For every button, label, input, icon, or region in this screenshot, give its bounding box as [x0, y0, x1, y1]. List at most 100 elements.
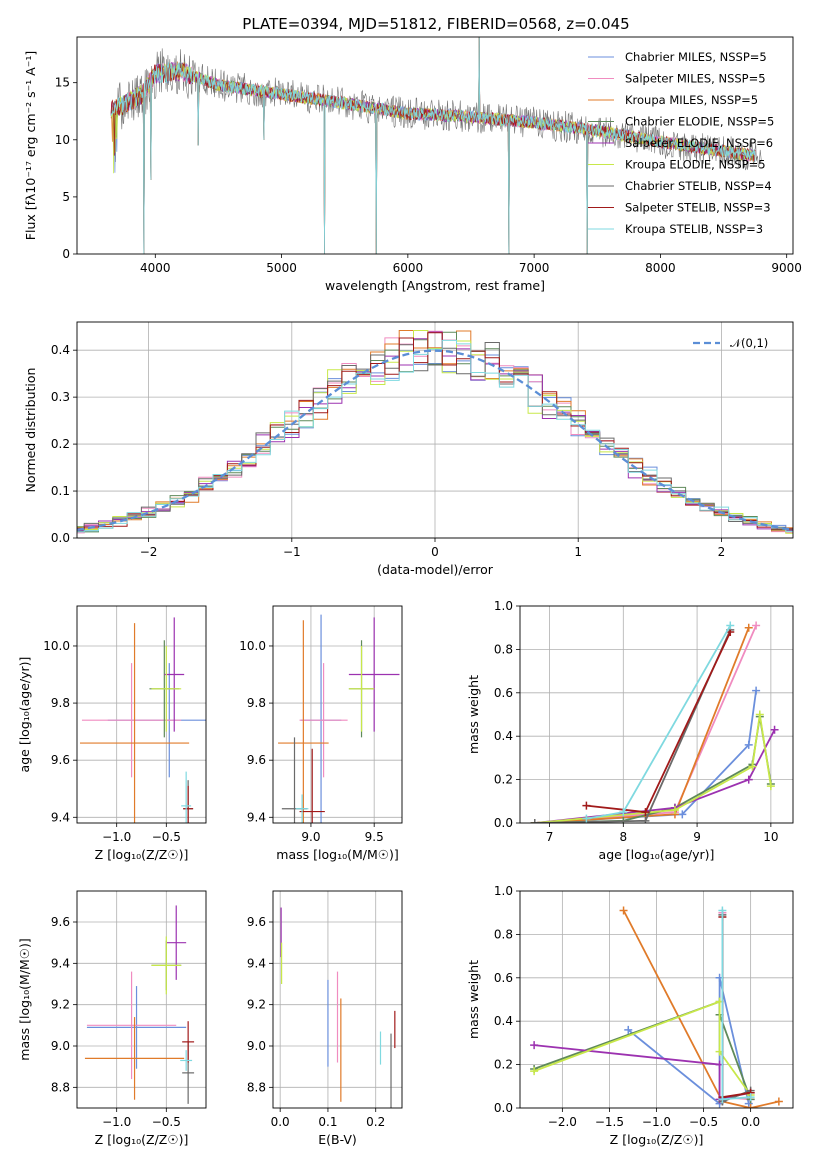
error-cross: [79, 623, 190, 823]
mass-weight-marker: [744, 740, 753, 749]
x-tick-label: 9000: [771, 261, 802, 275]
plot-area-mass_weight_vs_age: [530, 621, 779, 823]
x-tick-label: 1: [574, 545, 582, 559]
x-tick-label: −1.0: [102, 1115, 131, 1129]
plot-area-age_vs_Z: [79, 617, 206, 823]
mass-weight-marker: [746, 1093, 755, 1102]
y-tick-label: 10: [55, 133, 70, 147]
y-tick-label: 10.0: [43, 639, 70, 653]
legend-entry: Kroupa ELODIE, NSSP=5: [625, 158, 766, 172]
mass-weight-marker: [670, 805, 679, 814]
legend-entry: 𝒩(0,1): [730, 336, 768, 350]
y-axis-label: mass weight: [466, 675, 481, 754]
error-cross: [348, 617, 400, 732]
x-tick-label: −1: [283, 545, 301, 559]
x-tick-label: 7: [546, 830, 554, 844]
y-tick-label: 5: [62, 190, 70, 204]
panel-mass_vs_ebv: 0.0 0.1 0.2 8.8 9.0 9.2 9.4 9.6 E(B-V): [247, 890, 403, 1147]
y-tick-label: 9.0: [247, 1039, 266, 1053]
error-cross: [84, 1017, 185, 1100]
mass-weight-marker: [718, 1095, 727, 1104]
x-axis-label: (data-model)/error: [377, 562, 494, 577]
axes-age_vs_Z: −1.0 −0.5 9.4 9.6 9.8 10.0 Z [log₁₀(Z/Z☉)] age …: [17, 605, 207, 862]
x-tick-label: 5000: [266, 261, 297, 275]
mass-weight-marker: [530, 1041, 539, 1050]
axes-frame: [272, 605, 403, 824]
y-tick-label: 9.4: [247, 810, 266, 824]
y-tick-label: 0.2: [494, 773, 513, 787]
legend-entry: Chabrier STELIB, NSSP=4: [625, 179, 772, 193]
y-tick-label: 0.3: [51, 390, 70, 404]
axes-mass_weight_vs_Z: −2.0 −1.5 −1.0 −0.5 0.0 0.0 0.2 0.4 0.6 0.8 1.0 Z […: [466, 884, 794, 1147]
legend-entry: Salpeter STELIB, NSSP=3: [625, 201, 771, 215]
error-cross: [183, 785, 194, 823]
mass-weight-marker: [726, 621, 735, 630]
panel-mass_weight_vs_age: 7 8 9 10 0.0 0.2 0.4 0.6 0.8 1.0 age [log₁₀(age/yr…: [466, 599, 794, 862]
panel-residuals: −2 −1 0 1 2 0.0 0.1 0.2 0.3 0.4 (data-model)/error…: [23, 321, 794, 577]
error-cross: [86, 986, 187, 1069]
mass-weight-marker: [530, 1067, 539, 1076]
legend-entry: Kroupa MILES, NSSP=5: [625, 93, 758, 107]
y-tick-label: 9.4: [247, 956, 266, 970]
mass-weight-marker: [641, 816, 650, 823]
y-tick-label: 0.2: [51, 437, 70, 451]
y-tick-label: 9.4: [51, 810, 70, 824]
mass-weight-marker: [748, 762, 757, 771]
mass-weight-marker: [678, 810, 687, 819]
y-tick-label: 9.6: [247, 915, 266, 929]
panel-mass_vs_Z: −1.0 −0.5 8.8 9.0 9.2 9.4 9.6 Z [log₁₀(Z/Z☉)] ma…: [17, 890, 207, 1147]
error-cross: [180, 1050, 193, 1071]
y-tick-label: 9.6: [247, 753, 266, 767]
axes-frame: [519, 605, 794, 824]
y-tick-label: 1.0: [494, 599, 513, 613]
y-tick-label: 0: [62, 247, 70, 261]
y-axis-label: age [log₁₀(age/yr)]: [17, 657, 32, 773]
y-axis-label: mass [log₁₀(M/M☉)]: [17, 938, 32, 1060]
x-tick-label: 8: [619, 830, 627, 844]
plot-area-spectrum: [110, 37, 762, 254]
error-cross: [278, 620, 329, 823]
y-tick-label: 0.6: [494, 686, 513, 700]
x-tick-label: −1.0: [642, 1115, 671, 1129]
legend-entry: Chabrier ELODIE, NSSP=5: [625, 115, 774, 129]
legend-entry: Salpeter MILES, NSSP=5: [625, 72, 766, 86]
mass-weight-marker: [530, 819, 539, 823]
x-tick-label: 0.2: [366, 1115, 385, 1129]
error-cross: [164, 617, 185, 732]
y-tick-label: 1.0: [494, 884, 513, 898]
y-tick-label: 10.0: [239, 639, 266, 653]
x-tick-label: 0.0: [271, 1115, 290, 1129]
y-tick-label: 0.4: [494, 729, 513, 743]
plot-area-mass_vs_ebv: [280, 907, 396, 1108]
error-cross: [181, 771, 192, 823]
x-axis-label: E(B-V): [318, 1132, 357, 1147]
residual-histogram: [77, 330, 793, 534]
mass-weight-marker: [746, 1104, 755, 1108]
plot-area-mass_weight_vs_Z: [530, 906, 783, 1108]
x-axis-label: mass [log₁₀(M/M☉)]: [276, 847, 398, 862]
panel-mass_weight_vs_Z: −2.0 −1.5 −1.0 −0.5 0.0 0.0 0.2 0.4 0.6 0.8 1.0 Z […: [466, 884, 794, 1147]
y-tick-label: 0.6: [494, 971, 513, 985]
panel-spectrum: 4000 5000 6000 7000 8000 9000 0 5 10 15 wavelength…: [23, 36, 802, 293]
mass-weight-marker: [766, 782, 775, 791]
plot-area-mass_vs_Z: [84, 905, 195, 1104]
mass-weight-marker: [624, 1025, 633, 1034]
axes-frame: [76, 890, 207, 1109]
error-cross: [166, 905, 187, 980]
error-cross: [151, 936, 182, 995]
mass-weight-marker: [641, 808, 650, 817]
axes-frame: [519, 890, 794, 1109]
mass-weight-marker: [582, 814, 591, 823]
x-tick-label: 9.0: [301, 830, 320, 844]
panel-age_vs_Z: −1.0 −0.5 9.4 9.6 9.8 10.0 Z [log₁₀(Z/Z☉)] age …: [17, 605, 207, 862]
axes-frame: [76, 321, 794, 539]
y-tick-label: 8.8: [247, 1080, 266, 1094]
figure-title: PLATE=0394, MJD=51812, FIBERID=0568, z=0…: [242, 15, 629, 33]
x-tick-label: −2: [140, 545, 158, 559]
y-tick-label: 9.6: [51, 753, 70, 767]
error-cross: [182, 1021, 195, 1063]
spectrum-series-line: [110, 37, 756, 254]
y-tick-label: 0.0: [494, 1101, 513, 1115]
y-axis-label: mass weight: [466, 960, 481, 1039]
axes-frame: [272, 890, 403, 1109]
